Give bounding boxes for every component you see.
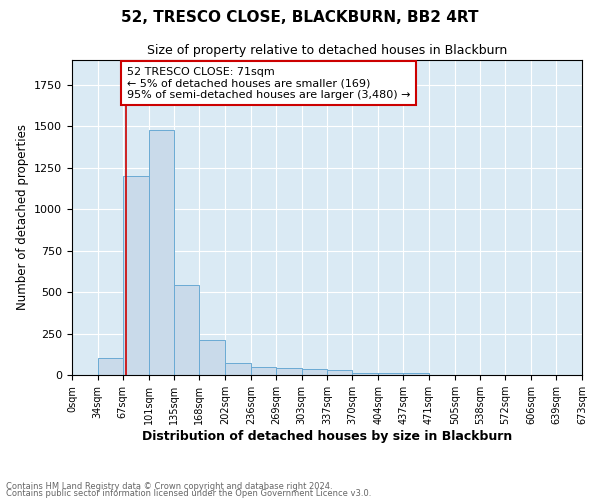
Bar xyxy=(149,130,175,375)
Bar xyxy=(225,362,251,375)
Text: 52 TRESCO CLOSE: 71sqm
← 5% of detached houses are smaller (169)
95% of semi-det: 52 TRESCO CLOSE: 71sqm ← 5% of detached … xyxy=(127,66,410,100)
Bar xyxy=(328,370,352,375)
Bar xyxy=(98,358,123,375)
Bar xyxy=(302,369,328,375)
Title: Size of property relative to detached houses in Blackburn: Size of property relative to detached ho… xyxy=(147,44,507,58)
Bar xyxy=(123,176,149,375)
Bar xyxy=(199,340,225,375)
Bar xyxy=(251,366,276,375)
Bar xyxy=(276,368,302,375)
Text: Contains HM Land Registry data © Crown copyright and database right 2024.: Contains HM Land Registry data © Crown c… xyxy=(6,482,332,491)
Bar xyxy=(352,372,378,375)
Text: 52, TRESCO CLOSE, BLACKBURN, BB2 4RT: 52, TRESCO CLOSE, BLACKBURN, BB2 4RT xyxy=(121,10,479,25)
Y-axis label: Number of detached properties: Number of detached properties xyxy=(16,124,29,310)
Bar xyxy=(175,286,199,375)
X-axis label: Distribution of detached houses by size in Blackburn: Distribution of detached houses by size … xyxy=(142,430,512,443)
Bar xyxy=(378,374,403,375)
Text: Contains public sector information licensed under the Open Government Licence v3: Contains public sector information licen… xyxy=(6,489,371,498)
Bar xyxy=(403,372,429,375)
